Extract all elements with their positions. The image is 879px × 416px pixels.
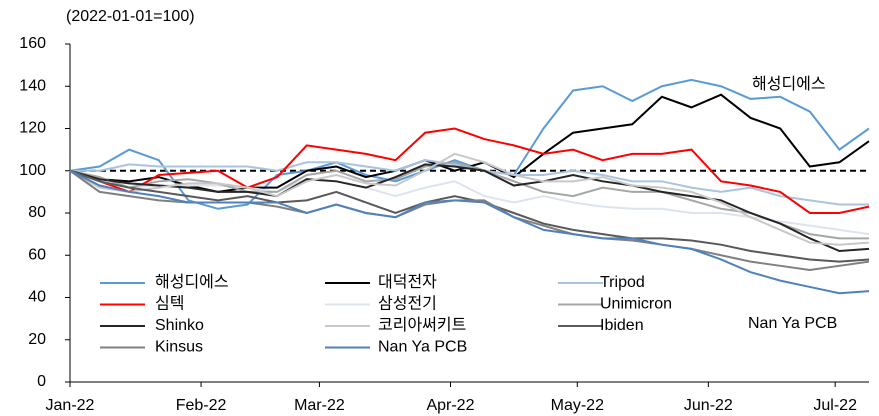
series-line (69, 78, 870, 210)
series-line (69, 169, 870, 263)
legend-label: Nan Ya PCB (378, 339, 467, 356)
x-tick-label: Feb-22 (176, 397, 227, 414)
y-tick-label: 20 (28, 331, 46, 348)
legend-label: 코리아써키트 (378, 316, 466, 334)
series-line (69, 169, 870, 236)
series-line (69, 169, 870, 295)
y-tick-label: 0 (37, 373, 46, 390)
x-tick-label: Mar-22 (294, 397, 345, 414)
y-tick-label: 160 (19, 35, 46, 52)
x-tick-label: Apr-22 (426, 397, 474, 414)
series-line (69, 163, 870, 253)
legend-label: 해성디에스 (155, 273, 229, 291)
x-tick-label: Jan-22 (46, 397, 95, 414)
series-line (69, 152, 870, 246)
legend-label: Tripod (600, 274, 645, 291)
annotation: 해성디에스 (752, 75, 826, 93)
series-line (69, 127, 870, 214)
legend-label: 삼성전기 (378, 295, 437, 313)
y-tick-label: 100 (19, 162, 46, 179)
y-tick-label: 40 (28, 289, 46, 306)
series-line (69, 93, 870, 193)
x-tick-label: Jul-22 (813, 397, 857, 414)
x-tick-label: Jun-22 (684, 397, 733, 414)
y-tick-label: 120 (19, 120, 46, 137)
legend-label: Unimicron (600, 296, 672, 313)
legend-label: Shinko (155, 317, 204, 334)
legend-label: 대덕전자 (378, 273, 437, 291)
y-unit-label: (2022-01-01=100) (66, 8, 195, 25)
annotation: Nan Ya PCB (748, 315, 837, 332)
y-tick-label: 60 (28, 246, 46, 263)
series-line (70, 159, 869, 206)
y-tick-label: 80 (28, 204, 46, 221)
legend-label: Kinsus (155, 339, 203, 356)
legend-label: 심텍 (155, 295, 184, 313)
x-tick-label: May-22 (551, 397, 604, 414)
legend-label: Ibiden (600, 317, 644, 334)
y-tick-label: 140 (19, 77, 46, 94)
